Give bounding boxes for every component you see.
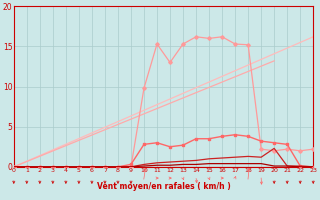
X-axis label: Vent moyen/en rafales ( km/h ): Vent moyen/en rafales ( km/h ) — [97, 182, 230, 191]
